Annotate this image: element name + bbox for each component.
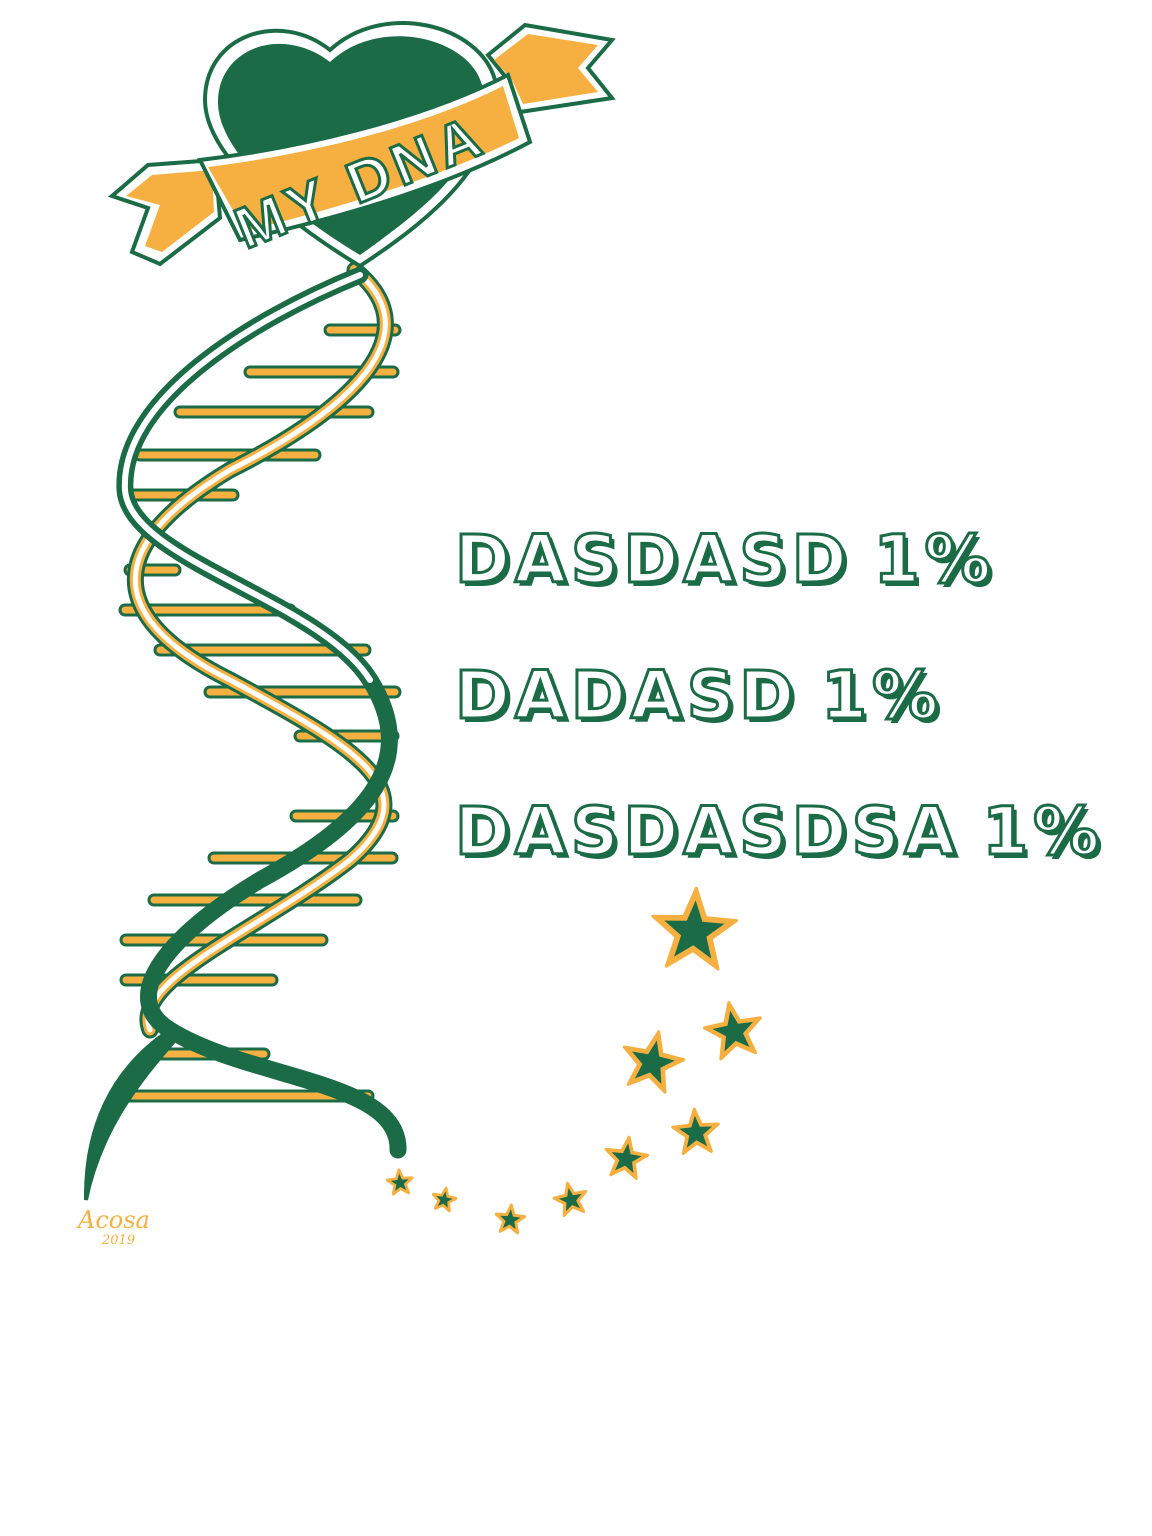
dna-strand-a: [116, 266, 407, 1159]
signature-year: 2019: [101, 1233, 135, 1248]
star-icon: [611, 1143, 642, 1173]
ancestry-line: DASDASD 1%: [454, 492, 1104, 628]
star-icon: [679, 1115, 712, 1148]
stars-trail: [385, 886, 762, 1235]
star-icon: [558, 1188, 582, 1212]
star-icon: [436, 1191, 453, 1208]
dna-tail: [83, 1027, 178, 1201]
star-icon: [390, 1173, 409, 1191]
star-icon: [500, 1209, 521, 1230]
star-icon: [664, 900, 725, 959]
ancestry-percent: 1%: [981, 792, 1105, 872]
ancestry-name: DASDASDSA: [453, 792, 961, 872]
ancestry-percent: 1%: [820, 656, 944, 736]
star-icon: [632, 1040, 675, 1084]
heart-banner: MY DNA: [108, 21, 616, 269]
ancestry-name: DADASD: [453, 656, 800, 736]
ancestry-percent: 1%: [872, 520, 996, 600]
ancestry-list: DASDASD 1% DADASD 1% DASDASDSA 1%: [453, 492, 1105, 900]
ancestry-line: DADASD 1%: [453, 628, 1104, 764]
ancestry-name: DASDASD: [454, 520, 852, 600]
signature-name: Acosa: [76, 1206, 150, 1234]
signature: Acosa 2019: [76, 1206, 150, 1248]
dna-strand-b: [126, 261, 394, 1039]
ancestry-line: DASDASDSA 1%: [453, 764, 1105, 900]
star-icon: [712, 1010, 754, 1052]
